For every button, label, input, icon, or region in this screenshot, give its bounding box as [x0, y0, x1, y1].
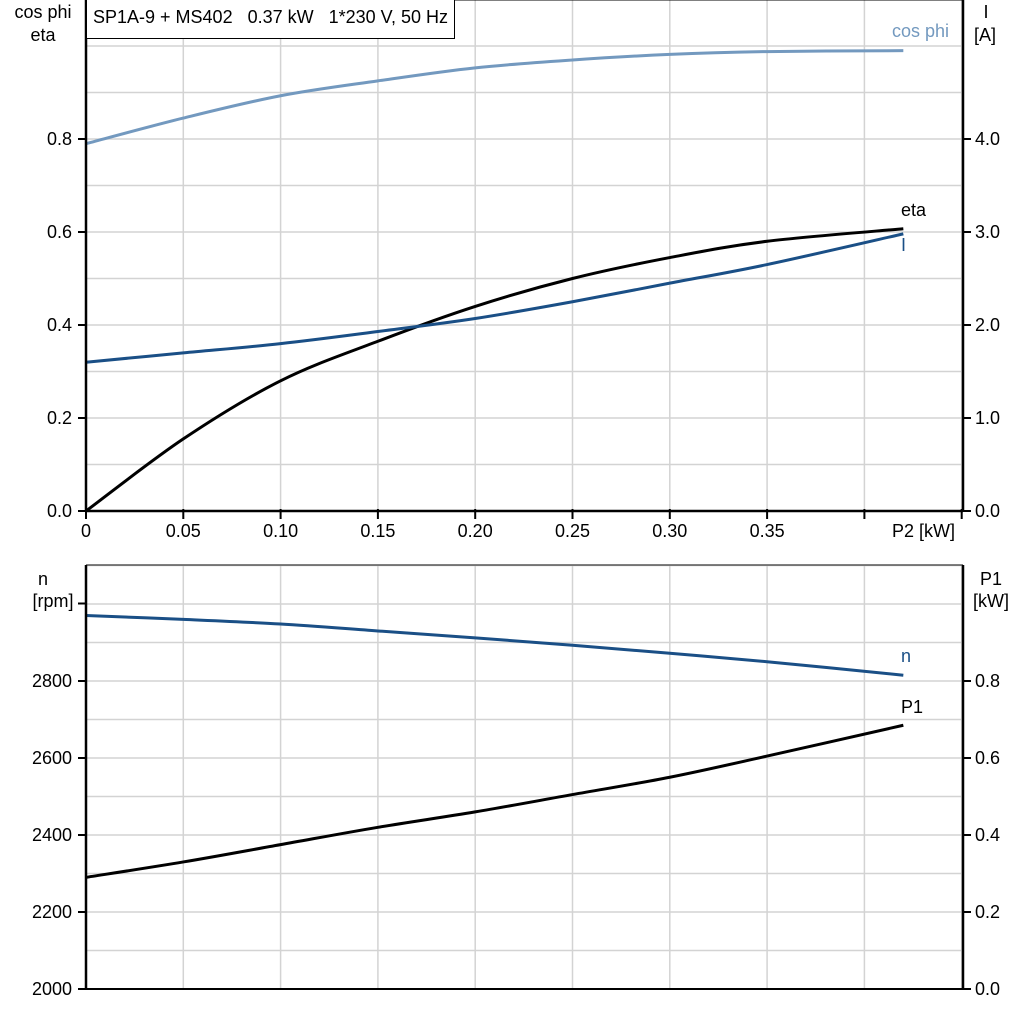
left-axis-label: [rpm] — [32, 591, 73, 611]
left-tick-label: 2800 — [32, 671, 72, 691]
labels: 0 0.05 0.10 0.15 0.20 0.25 0.30 0.35 P2 [kW] 0.0 0… — [14, 2, 1009, 999]
left-tick-label: 2400 — [32, 825, 72, 845]
x-tick-label: 0.35 — [750, 521, 785, 541]
left-axis-label: n — [38, 569, 48, 589]
right-tick-label: 1.0 — [975, 408, 1000, 428]
left-tick-label: 0.6 — [47, 222, 72, 242]
left-tick-label: 2000 — [32, 979, 72, 999]
x-tick-label: 0.15 — [360, 521, 395, 541]
left-tick-label: 2200 — [32, 902, 72, 922]
left-tick-label: 0.0 — [47, 501, 72, 521]
left-axis-label: cos phi — [14, 2, 71, 22]
x-tick-label: 0.25 — [555, 521, 590, 541]
curve-label-eta: eta — [901, 200, 927, 220]
curve-P1 — [85, 723, 904, 879]
right-tick-label: 4.0 — [975, 129, 1000, 149]
curve-n — [85, 614, 904, 677]
right-tick-label: 2.0 — [975, 315, 1000, 335]
x-axis-label: P2 [kW] — [892, 521, 955, 541]
left-tick-label: 0.2 — [47, 408, 72, 428]
curve-label-P1: P1 — [901, 697, 923, 717]
right-axis-label: [A] — [974, 25, 996, 45]
left-axis-label: eta — [30, 25, 56, 45]
curve-label-n: n — [901, 646, 911, 666]
right-tick-label: 0.6 — [975, 748, 1000, 768]
x-tick-label: 0.10 — [263, 521, 298, 541]
right-axis-label: I — [983, 2, 988, 22]
x-tick-label: 0.05 — [166, 521, 201, 541]
curve-eta — [85, 227, 904, 513]
bottom-grid — [86, 564, 963, 989]
right-axis-label: P1 — [980, 569, 1002, 589]
right-tick-label: 3.0 — [975, 222, 1000, 242]
chart-title: SP1A-9 + MS402 0.37 kW 1*230 V, 50 Hz — [86, 0, 456, 39]
top-grid — [86, 0, 963, 511]
x-tick-label: 0 — [81, 521, 91, 541]
x-tick-label: 0.30 — [652, 521, 687, 541]
right-tick-label: 0.4 — [975, 825, 1000, 845]
left-tick-label: 0.4 — [47, 315, 72, 335]
left-tick-label: 0.8 — [47, 129, 72, 149]
right-tick-label: 0.0 — [975, 979, 1000, 999]
left-tick-label: 2600 — [32, 748, 72, 768]
curve-label-cos-phi: cos phi — [892, 21, 949, 41]
x-tick-label: 0.20 — [458, 521, 493, 541]
right-tick-label: 0.2 — [975, 902, 1000, 922]
right-axis-label: [kW] — [973, 591, 1009, 611]
axes — [78, 0, 971, 990]
right-tick-label: 0.0 — [975, 501, 1000, 521]
curve-cos-phi — [85, 49, 904, 146]
curve-label-I: I — [901, 235, 906, 255]
curves — [85, 49, 904, 879]
curve-I — [85, 232, 904, 364]
right-tick-label: 0.8 — [975, 671, 1000, 691]
